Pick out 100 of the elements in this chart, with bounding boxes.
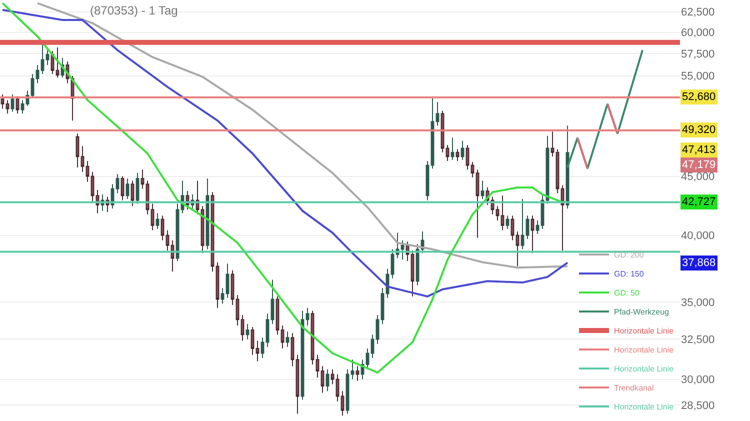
candlestick [140,169,144,190]
candlestick [400,240,404,260]
y-tick-label: 57,500 [681,48,715,60]
candlestick [290,332,294,367]
candlestick [280,325,284,350]
candlestick [306,307,310,326]
candlestick [376,314,380,344]
candlestick [36,64,40,84]
candlestick [430,98,434,170]
candlestick [476,169,480,238]
y-tick-label: 32,500 [681,334,715,346]
candlestick [80,146,84,172]
annotation: 42,727 [682,196,716,208]
candlestick [236,294,240,326]
candlestick [270,279,274,325]
line-series [2,2,564,374]
candlestick [470,162,474,178]
candlestick [330,368,334,385]
candlestick [436,102,440,126]
y-tick-label: 40,000 [681,230,715,242]
candlestick [196,180,200,215]
candlestick [480,180,484,200]
candlestick [90,171,94,202]
candlestick [326,368,330,392]
legend-label: Horizontale Linie [614,364,674,374]
candlestick [230,270,234,306]
candlestick [116,174,120,194]
candlestick [520,198,524,250]
candlestick [380,288,384,325]
legend-label: GD: 200 [614,250,644,260]
candlestick [166,230,170,252]
candlestick [356,366,360,382]
y-tick-label: 35,000 [681,296,715,309]
candlestick [496,206,500,221]
candlestick [536,220,540,235]
candlestick [6,100,10,114]
y-tick-label: 55,000 [681,70,715,83]
candlestick [226,263,230,298]
candlestick [120,176,124,201]
candlestick [336,374,340,402]
candlestick [296,354,300,414]
candlestick [156,212,160,230]
annotation: 47,413 [682,144,716,156]
line-series [36,2,568,269]
candlestick [170,240,174,272]
candlestick [250,326,254,356]
y-tick-label: 30,000 [681,374,715,386]
candlestick [320,366,324,394]
candlestick [216,262,220,308]
candlestick [150,203,154,231]
candlestick [506,215,510,230]
candlestick [20,100,24,114]
y-tick-label: 45,000 [681,171,715,184]
candlestick [316,354,320,378]
y-tick-label: 60,000 [681,27,715,40]
candlestick [530,215,534,254]
annotation: 49,320 [682,124,716,136]
legend-label: Horizontale Linie [614,326,674,336]
candlestick [466,144,470,170]
candlestick [46,50,50,66]
candlestick [240,314,244,342]
candlestick [0,94,4,110]
candlestick [550,131,554,158]
candlestick [260,337,264,359]
candlestick [500,195,504,231]
candlestick [516,231,520,267]
candlestick [560,184,564,252]
candlestick [76,133,80,168]
candlestick [40,44,44,75]
candlestick [426,160,430,201]
legend-label: GD: 50 [614,288,640,298]
candlestick [286,331,290,348]
y-tick-label: 28,500 [681,400,715,412]
legend-label: Horizontale Linie [614,346,674,355]
candlestick [340,390,344,416]
candlestick [366,348,370,370]
candlestick [256,340,260,362]
candlestick [370,334,374,359]
candlestick [390,248,394,279]
candlestick [246,324,250,340]
y-tick-label: 62,500 [681,6,715,19]
candlestick [450,137,454,160]
candlestick [126,178,130,200]
legend-label: Horizontale Linie [614,402,674,412]
candlestick [526,215,530,240]
candlestick [266,313,270,348]
legend-label: GD: 150 [614,270,644,279]
chart-title: (870353) - 1 Tag [90,4,178,18]
legend-label: Pfad-Werkzeug [614,308,669,317]
legend-label: Trendkanal [614,384,654,393]
candlestick [160,215,164,241]
candlestick [220,288,224,304]
candlestick [350,359,354,380]
candlestick [410,250,414,297]
annotation: 37,868 [682,257,716,269]
candlestick [510,215,514,241]
candlestick [446,144,450,162]
candlestick [86,160,90,182]
candlestick [456,148,460,162]
text: 47,179 [682,159,716,171]
